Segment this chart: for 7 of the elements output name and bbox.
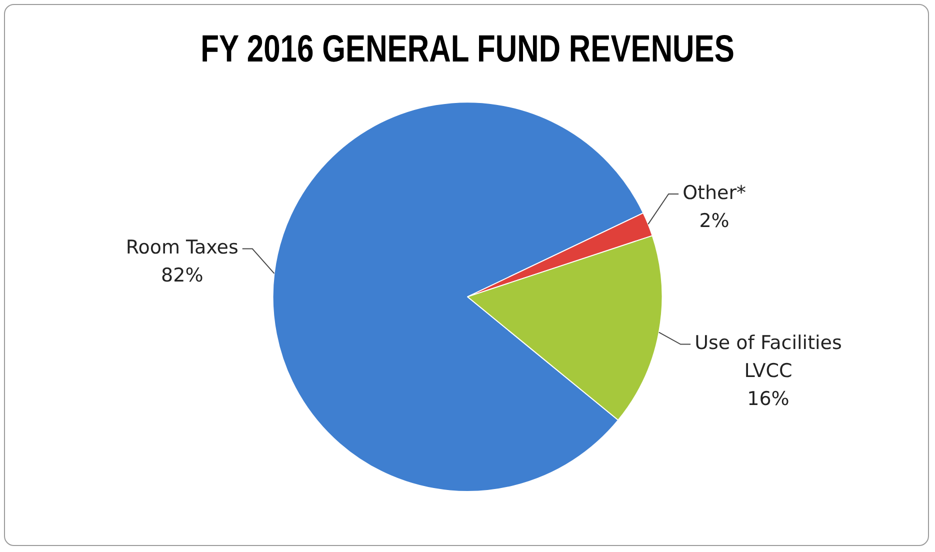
data-label: 82% <box>161 264 204 287</box>
slice-label: Other* <box>682 182 746 204</box>
chart-title: FY 2016 GENERAL FUND REVENUES <box>200 28 734 70</box>
data-label: 2% <box>699 210 730 232</box>
data-label: 16% <box>747 388 790 410</box>
slice-label: Room Taxes <box>126 236 238 259</box>
slice-label: Use of Facilities LVCC <box>694 332 842 382</box>
